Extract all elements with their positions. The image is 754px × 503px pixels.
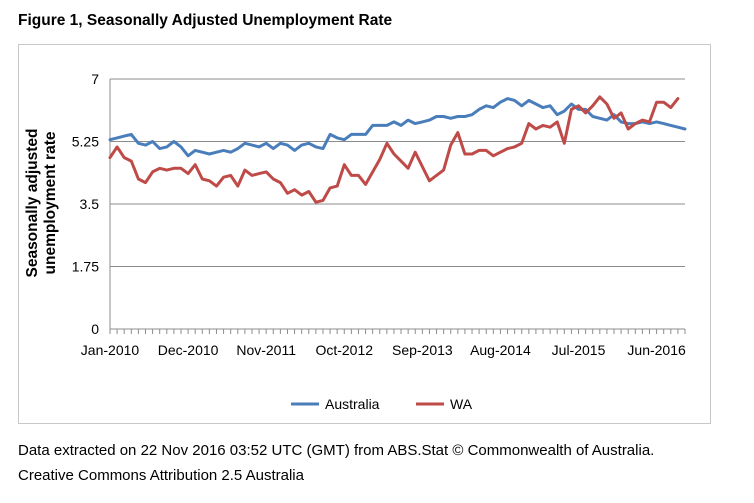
y-axis: 0 1.75 3.5 5.25 7 <box>72 71 111 337</box>
y-tick-label: 3.5 <box>80 196 100 212</box>
x-tick-label: Jan-2010 <box>81 342 140 358</box>
y-tick-label: 5.25 <box>72 134 99 150</box>
y-axis-label-line-2: unemployment rate <box>42 131 59 274</box>
series-line-australia <box>108 97 687 158</box>
legend: Australia WA <box>291 396 473 412</box>
y-tick-label: 7 <box>91 71 99 87</box>
x-axis: Jan-2010 Dec-2010 Nov-2011 Oct-2012 Sep-2013… <box>81 329 686 358</box>
series-lines <box>108 95 687 204</box>
x-tick-label: Sep-2013 <box>392 342 453 358</box>
y-tick-label: 1.75 <box>72 259 99 275</box>
y-tick-label: 0 <box>91 321 99 337</box>
source-line-1: Data extracted on 22 Nov 2016 03:52 UTC … <box>18 442 655 459</box>
series-line-wa <box>108 95 680 204</box>
source-line-2: Creative Commons Attribution 2.5 Austral… <box>18 467 304 484</box>
x-tick-label: Oct-2012 <box>315 342 373 358</box>
y-axis-label-line-1: Seasonally adjusted <box>24 128 41 277</box>
line-chart: Jan-2010 Dec-2010 Nov-2011 Oct-2012 Sep-2013… <box>24 71 687 412</box>
x-tick-label: Aug-2014 <box>470 342 531 358</box>
x-tick-label: Jun-2016 <box>627 342 686 358</box>
figure-title: Figure 1, Seasonally Adjusted Unemployme… <box>18 12 393 29</box>
legend-label-wa: WA <box>450 396 473 412</box>
legend-label-australia: Australia <box>325 396 380 412</box>
x-tick-label: Dec-2010 <box>158 342 219 358</box>
chart-frame: Jan-2010 Dec-2010 Nov-2011 Oct-2012 Sep-2013… <box>18 44 711 424</box>
gridlines <box>110 78 685 330</box>
x-tick-label: Jul-2015 <box>552 342 606 358</box>
source-note: Data extracted on 22 Nov 2016 03:52 UTC … <box>18 438 748 488</box>
x-tick-label: Nov-2011 <box>236 342 296 358</box>
